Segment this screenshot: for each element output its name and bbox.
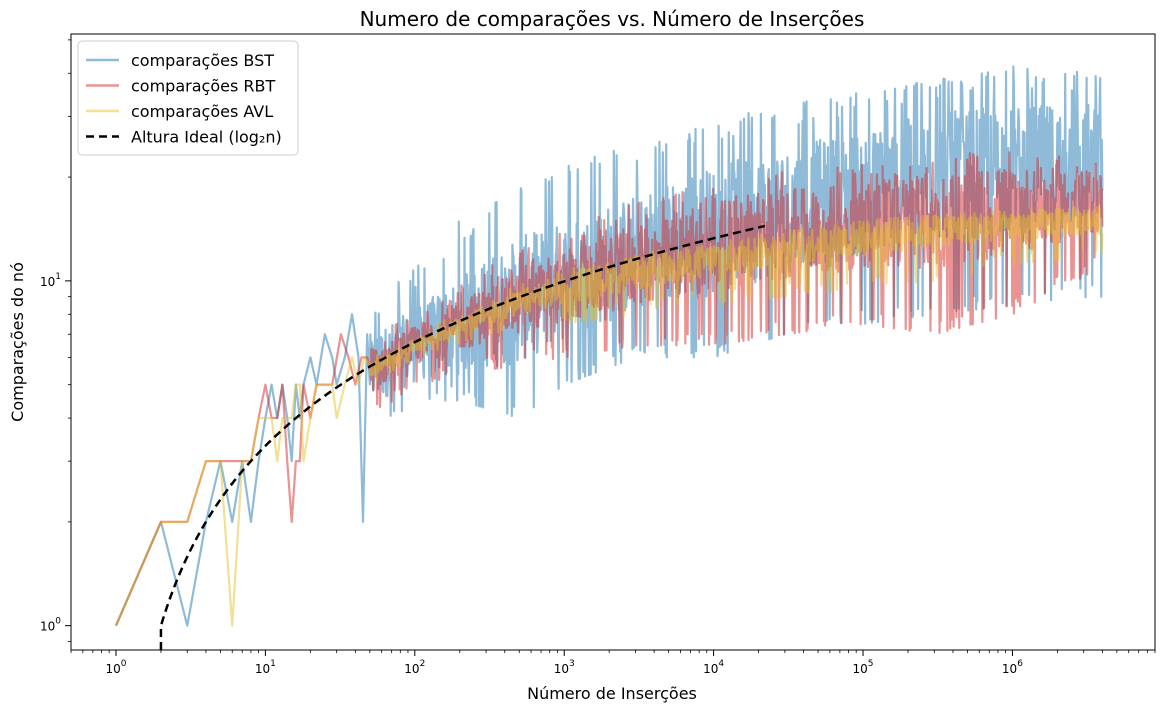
series-ideal-height-line	[159, 224, 766, 650]
legend: comparações BST comparações RBT comparaçõe…	[77, 40, 299, 156]
x-tick-label: 102	[404, 659, 425, 676]
series-layer	[114, 65, 1104, 650]
y-tick-label: 100	[40, 617, 61, 634]
x-tick-label: 105	[853, 659, 874, 676]
x-tick-label: 106	[1002, 659, 1023, 676]
x-tick-label: 101	[255, 659, 276, 676]
series-avl-line	[114, 205, 1104, 627]
legend-label: comparações BST	[131, 51, 274, 70]
x-axis-label: Número de Inserções	[527, 684, 697, 703]
legend-label: comparações AVL	[131, 102, 273, 121]
y-tick-label: 101	[40, 272, 61, 289]
plot-frame	[70, 33, 1156, 651]
x-tick-label: 103	[554, 659, 575, 676]
x-tick-label: 100	[105, 659, 126, 676]
chart-title: Numero de comparações vs. Número de Inse…	[360, 7, 865, 31]
legend-label: Altura Ideal (log₂n)	[131, 128, 282, 147]
y-axis-label: Comparações do nó	[8, 262, 27, 422]
x-tick-label: 104	[703, 659, 724, 676]
legend-label: comparações RBT	[131, 77, 275, 96]
legend-box	[77, 40, 299, 156]
